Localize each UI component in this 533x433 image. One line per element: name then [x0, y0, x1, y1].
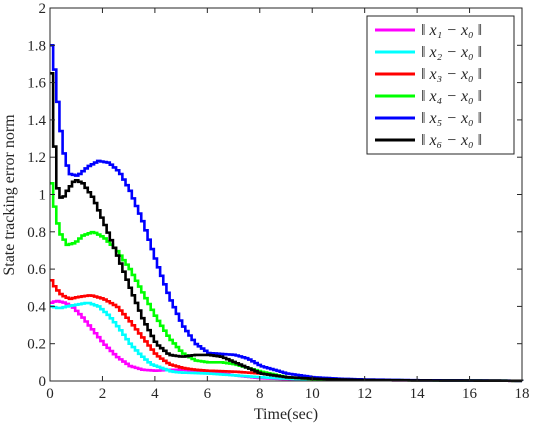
x-tick-label: 12: [357, 386, 372, 402]
x-tick-label: 8: [256, 386, 264, 402]
y-axis-title: State tracking error norm: [1, 114, 18, 276]
axes-layer: 0 2 4 6 8 10 12 14 16 18 0 0.2 0.4 0.6 0.8 1 1.2 1.4 1.6 1.…: [27, 1, 529, 402]
y-tick-label: 1.2: [27, 150, 46, 166]
legend-entry-label: ‖ x₆ − x₀ ‖: [421, 132, 482, 149]
x-tick-label: 10: [305, 386, 320, 402]
y-tick-label: 1.8: [27, 38, 46, 54]
legend-entry-label: ‖ x₁ − x₀ ‖: [421, 22, 482, 39]
legend-entry-label: ‖ x₃ − x₀ ‖: [421, 66, 482, 83]
legend: ‖ x₁ − x₀ ‖ ‖ x₂ − x₀ ‖ ‖ x₃ − x₀ ‖ ‖ x₄ − …: [366, 15, 515, 155]
x-tick-label: 6: [204, 386, 212, 402]
legend-box: [366, 15, 515, 155]
y-tick-label: 0.8: [27, 225, 46, 241]
x-tick-label: 16: [462, 386, 478, 402]
legend-entry-label: ‖ x₂ − x₀ ‖: [421, 44, 482, 61]
x-axis-title: Time(sec): [254, 406, 318, 423]
x-tick-label: 0: [46, 386, 54, 402]
y-tick-label: 1.6: [27, 76, 46, 92]
x-tick-label: 18: [515, 386, 530, 402]
y-tick-label: 0.2: [27, 337, 46, 353]
legend-entry-label: ‖ x₅ − x₀ ‖: [421, 110, 482, 127]
y-tick-label: 2: [39, 1, 47, 17]
x-tick-label: 14: [410, 386, 426, 402]
y-tick-label: 0.4: [27, 299, 46, 315]
x-tick-label: 2: [99, 386, 107, 402]
y-tick-label: 0: [39, 374, 47, 390]
y-tick-label: 0.6: [27, 262, 46, 278]
y-tick-label: 1.4: [27, 113, 46, 129]
y-tick-label: 1: [39, 188, 47, 204]
legend-entry-label: ‖ x₄ − x₀ ‖: [421, 88, 482, 105]
x-tick-label: 4: [151, 386, 159, 402]
